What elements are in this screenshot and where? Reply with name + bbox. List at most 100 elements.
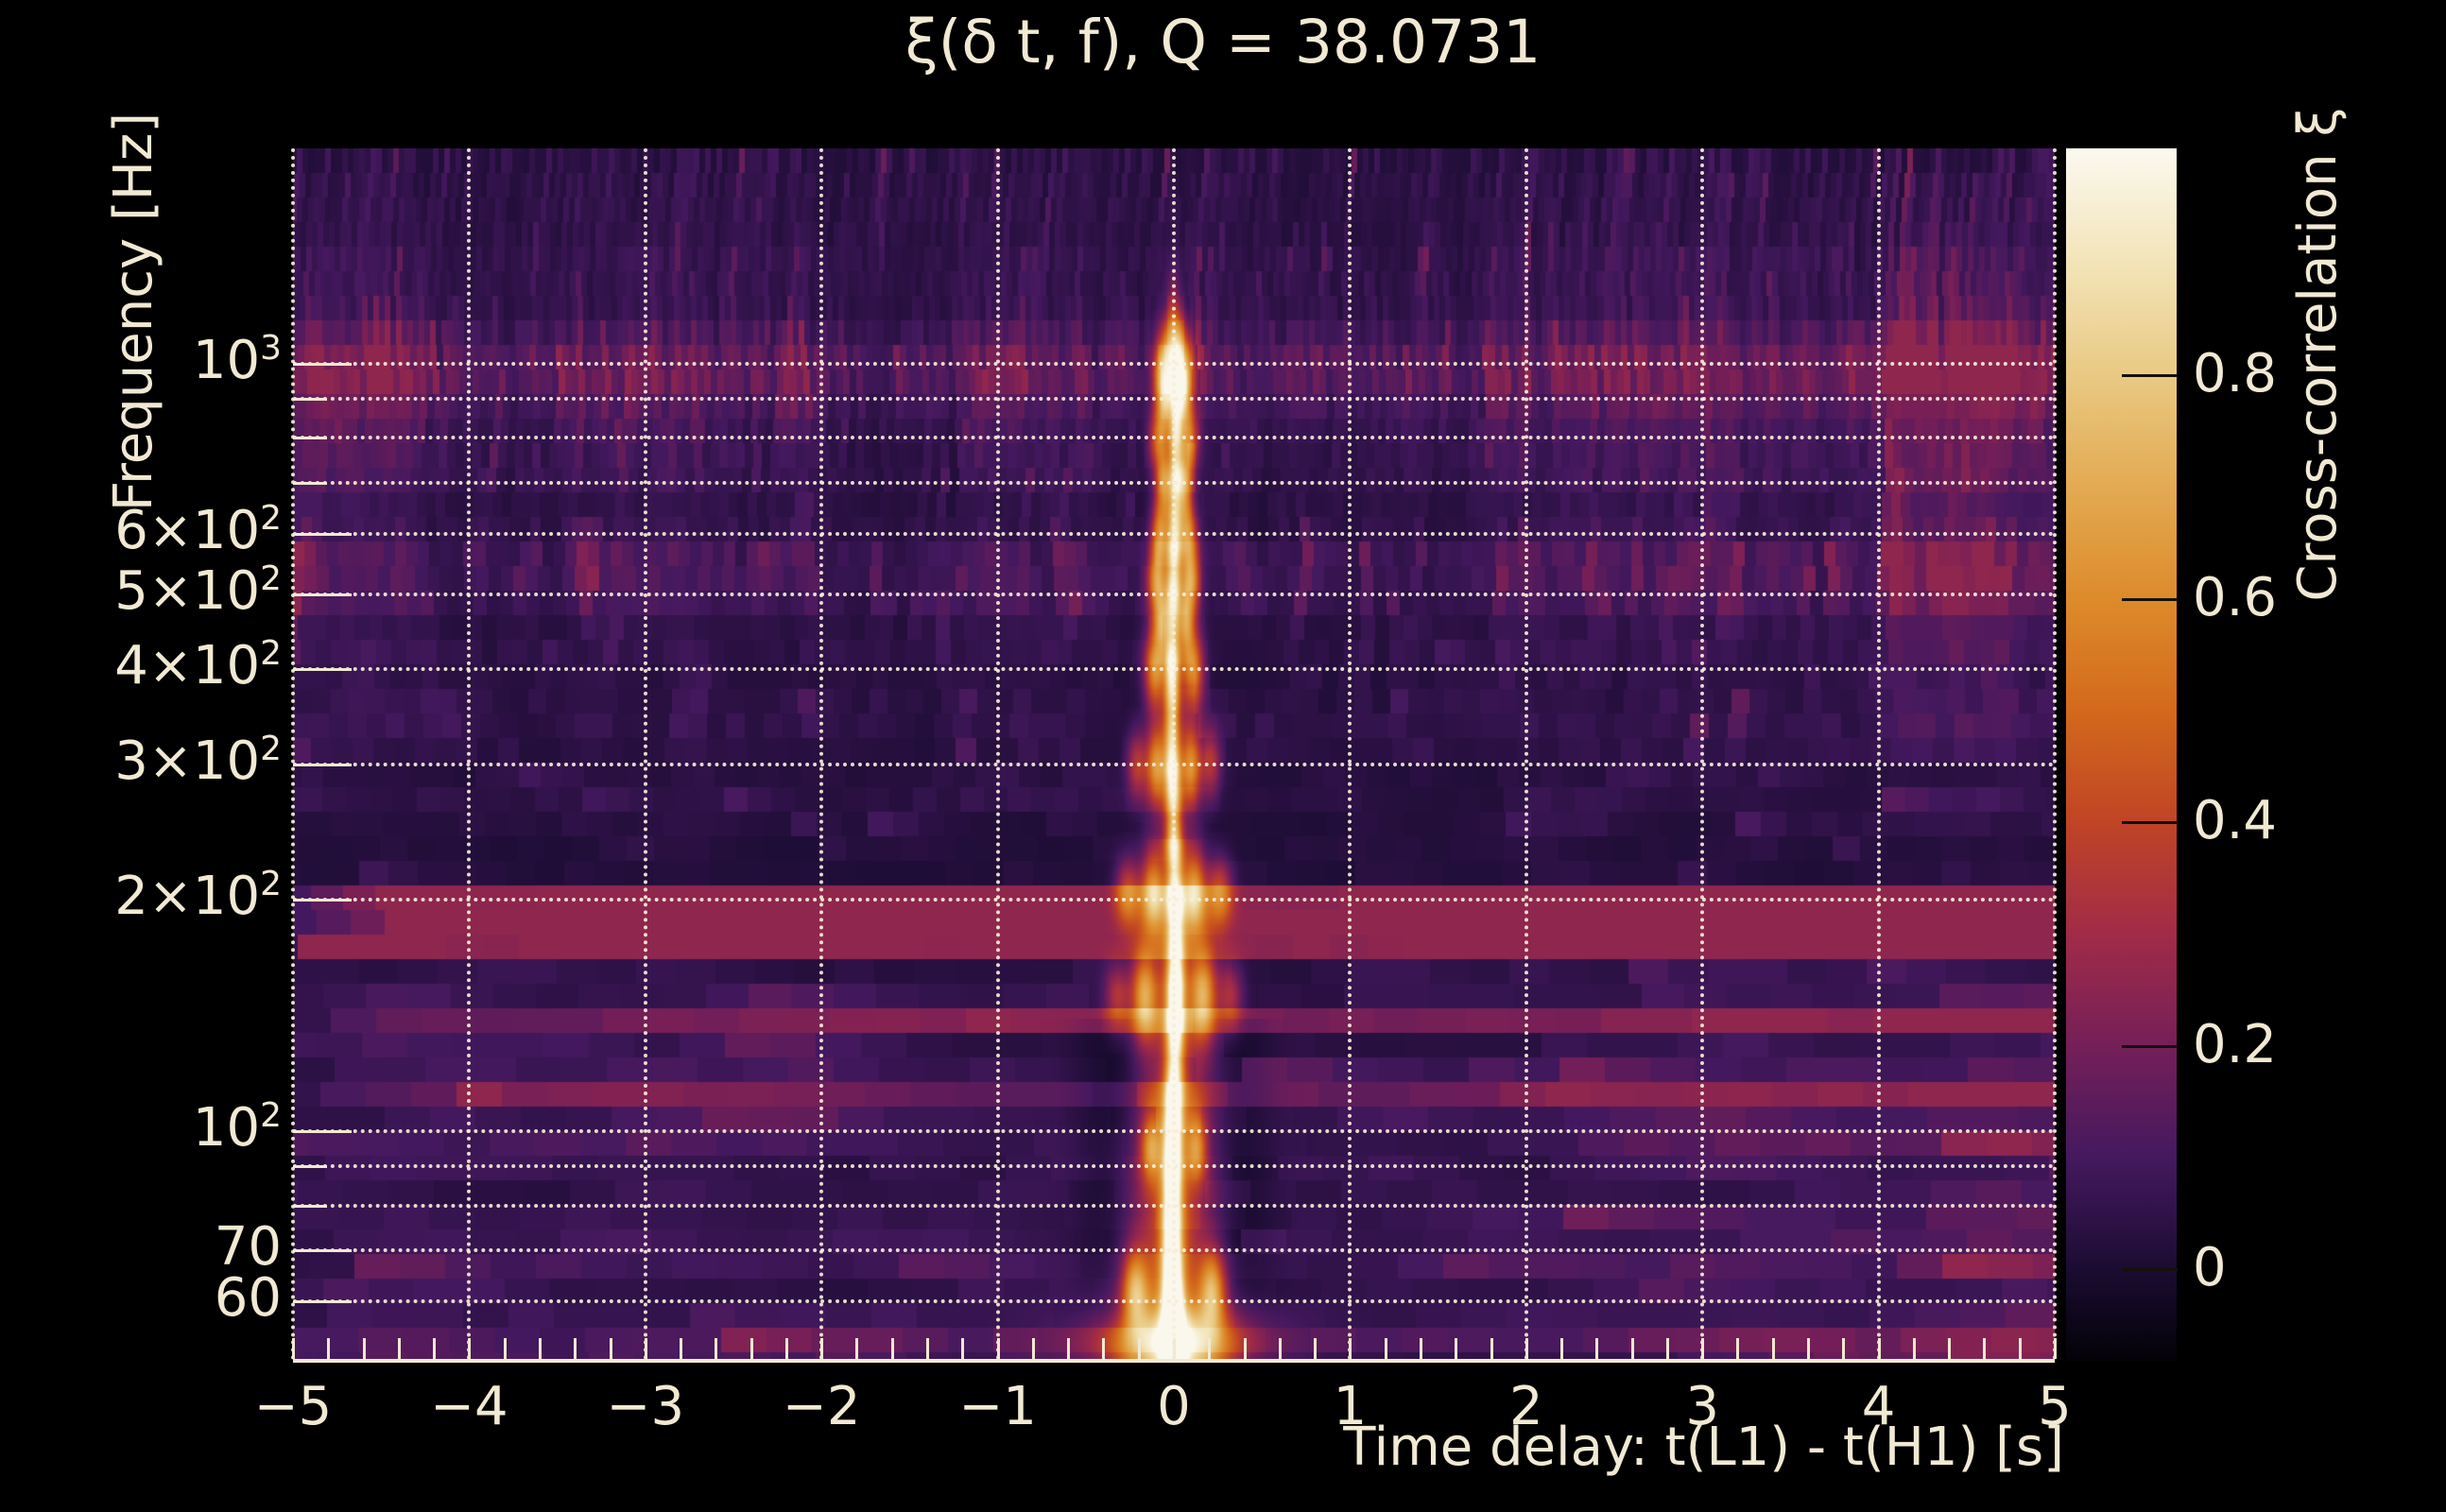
colorbar-tick-label: 0.6 <box>2193 566 2278 628</box>
x-tick-label: 1 <box>1333 1376 1368 1437</box>
x-gridline <box>1524 148 1528 1361</box>
y-gridline <box>293 593 2055 597</box>
x-gridline <box>1172 148 1176 1361</box>
x-tick <box>609 1338 612 1359</box>
y-tick <box>293 481 327 485</box>
colorbar-tick-label: 0 <box>2193 1237 2227 1299</box>
x-tick <box>1455 1338 1458 1359</box>
y-tick-label: 5×102 <box>114 559 282 623</box>
x-tick <box>1560 1338 1564 1359</box>
x-tick <box>1771 1338 1775 1359</box>
x-tick-label: −3 <box>606 1376 685 1437</box>
colorbar-tick <box>2122 597 2178 601</box>
x-tick <box>1842 1338 1846 1359</box>
x-gridline <box>467 148 472 1361</box>
y-tick-exponent: 2 <box>260 865 282 904</box>
y-gridline <box>293 1203 2055 1208</box>
x-tick <box>1630 1338 1634 1359</box>
x-tick <box>644 1338 647 1359</box>
y-tick <box>293 1300 352 1304</box>
y-tick-label: 70 <box>214 1215 282 1278</box>
x-tick <box>1595 1338 1599 1359</box>
x-tick <box>1349 1338 1352 1359</box>
plot-area <box>291 148 2057 1363</box>
x-tick <box>784 1338 788 1359</box>
x-gridline <box>643 148 647 1361</box>
x-tick <box>1314 1338 1318 1359</box>
y-tick-label: 103 <box>192 328 282 391</box>
y-tick-exponent: 2 <box>260 498 282 538</box>
x-tick-label: −2 <box>782 1376 861 1437</box>
x-tick <box>961 1338 965 1359</box>
y-tick-label: 2×102 <box>114 865 282 928</box>
y-gridline <box>293 666 2055 671</box>
x-gridline <box>1348 148 1352 1361</box>
y-tick <box>293 899 352 902</box>
y-tick <box>293 764 352 767</box>
y-gridline <box>293 361 2055 366</box>
x-tick-label: −4 <box>430 1376 508 1437</box>
x-tick <box>749 1338 753 1359</box>
x-tick <box>1877 1338 1881 1359</box>
x-tick <box>1384 1338 1387 1359</box>
colorbar-tick <box>2122 1268 2178 1272</box>
x-tick <box>1983 1338 1987 1359</box>
x-tick-label: 3 <box>1685 1376 1719 1437</box>
colorbar-tick <box>2122 1044 2178 1048</box>
x-tick <box>327 1338 331 1359</box>
x-tick <box>1419 1338 1422 1359</box>
colorbar-tick-label: 0.4 <box>2193 790 2278 852</box>
x-tick <box>1665 1338 1669 1359</box>
y-gridline <box>293 396 2055 401</box>
x-tick <box>1278 1338 1282 1359</box>
x-gridline <box>1876 148 1881 1361</box>
chart-title: ξ(δ t, f), Q = 38.0731 <box>904 8 1542 77</box>
x-gridline <box>291 148 295 1361</box>
x-tick <box>1102 1338 1106 1359</box>
colorbar-tick <box>2122 821 2178 825</box>
colorbar <box>2066 148 2177 1361</box>
x-tick <box>926 1338 930 1359</box>
y-tick-label: 3×102 <box>114 730 282 793</box>
colorbar-label: Cross-correlation ξ <box>2287 107 2349 602</box>
y-gridline <box>293 1247 2055 1252</box>
x-tick <box>1243 1338 1247 1359</box>
x-tick <box>715 1338 718 1359</box>
x-tick <box>1736 1338 1740 1359</box>
x-tick <box>538 1338 542 1359</box>
y-gridline <box>293 436 2055 440</box>
x-gridline <box>819 148 824 1361</box>
x-tick-label: 2 <box>1508 1376 1543 1437</box>
x-tick <box>503 1338 507 1359</box>
y-tick <box>293 532 352 536</box>
y-tick-exponent: 2 <box>260 633 282 673</box>
x-tick <box>1067 1338 1071 1359</box>
x-tick <box>1524 1338 1528 1359</box>
y-tick-exponent: 3 <box>260 328 282 368</box>
x-axis-spine <box>293 1359 2055 1363</box>
x-tick <box>1208 1338 1212 1359</box>
x-tick-label: 0 <box>1157 1376 1191 1437</box>
x-gridline <box>2053 148 2057 1361</box>
x-tick <box>468 1338 472 1359</box>
x-tick <box>292 1338 295 1359</box>
y-tick <box>293 1165 327 1169</box>
x-tick <box>1031 1338 1035 1359</box>
y-gridline <box>293 1128 2055 1133</box>
x-gridline <box>995 148 1000 1361</box>
y-tick-label: 4×102 <box>114 633 282 696</box>
y-tick <box>293 1129 352 1133</box>
y-tick <box>293 437 327 440</box>
x-tick <box>1701 1338 1705 1359</box>
colorbar-tick <box>2122 374 2178 378</box>
x-tick <box>397 1338 401 1359</box>
x-tick-label: 4 <box>1861 1376 1896 1437</box>
x-tick <box>1137 1338 1141 1359</box>
x-tick <box>362 1338 366 1359</box>
x-tick <box>2018 1338 2022 1359</box>
x-tick-label: −5 <box>253 1376 333 1437</box>
x-tick <box>1490 1338 1493 1359</box>
y-tick <box>293 1248 352 1252</box>
y-tick-label: 60 <box>214 1267 282 1330</box>
